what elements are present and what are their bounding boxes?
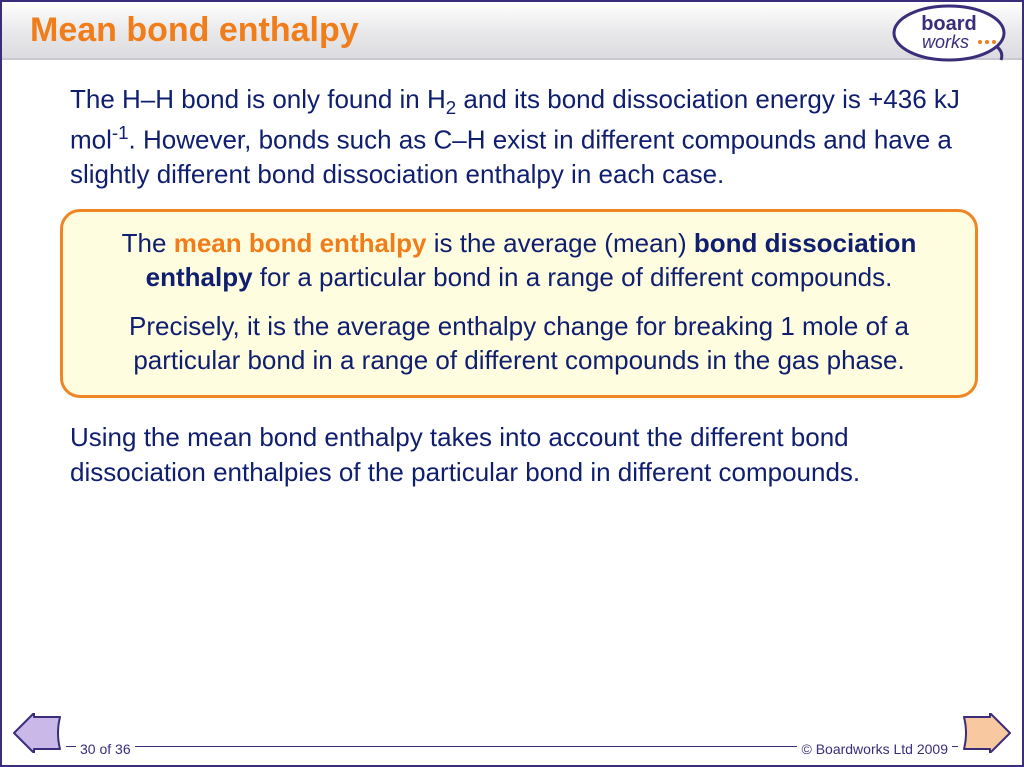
page-number: 30 of 36 — [76, 741, 135, 757]
slide-title: Mean bond enthalpy — [30, 11, 359, 50]
prev-button[interactable] — [12, 713, 64, 753]
text: . However, bonds such as C–H exist in di… — [70, 125, 952, 189]
header-bar: Mean bond enthalpy board works — [2, 2, 1022, 60]
paragraph-2: Using the mean bond enthalpy takes into … — [70, 420, 968, 489]
slide-content: The H–H bond is only found in H2 and its… — [2, 60, 1022, 489]
text: The H–H bond is only found in H — [70, 84, 446, 114]
callout-paragraph-2: Precisely, it is the average enthalpy ch… — [87, 309, 951, 378]
callout-paragraph-1: The mean bond enthalpy is the average (m… — [87, 226, 951, 295]
text: for a particular bond in a range of diff… — [253, 262, 893, 292]
term-highlight: mean bond enthalpy — [174, 228, 427, 258]
paragraph-1: The H–H bond is only found in H2 and its… — [70, 82, 968, 191]
superscript: -1 — [112, 122, 129, 143]
definition-callout: The mean bond enthalpy is the average (m… — [60, 209, 978, 398]
text: The — [122, 228, 174, 258]
slide-frame: Mean bond enthalpy board works The H–H b… — [0, 0, 1024, 767]
next-button[interactable] — [960, 713, 1012, 753]
copyright-text: © Boardworks Ltd 2009 — [797, 741, 952, 757]
svg-text:works: works — [922, 32, 969, 52]
text: is the average (mean) — [427, 228, 694, 258]
boardworks-logo: board works — [884, 0, 1014, 68]
subscript: 2 — [446, 97, 456, 118]
slide-footer: 30 of 36 © Boardworks Ltd 2009 — [2, 713, 1022, 757]
